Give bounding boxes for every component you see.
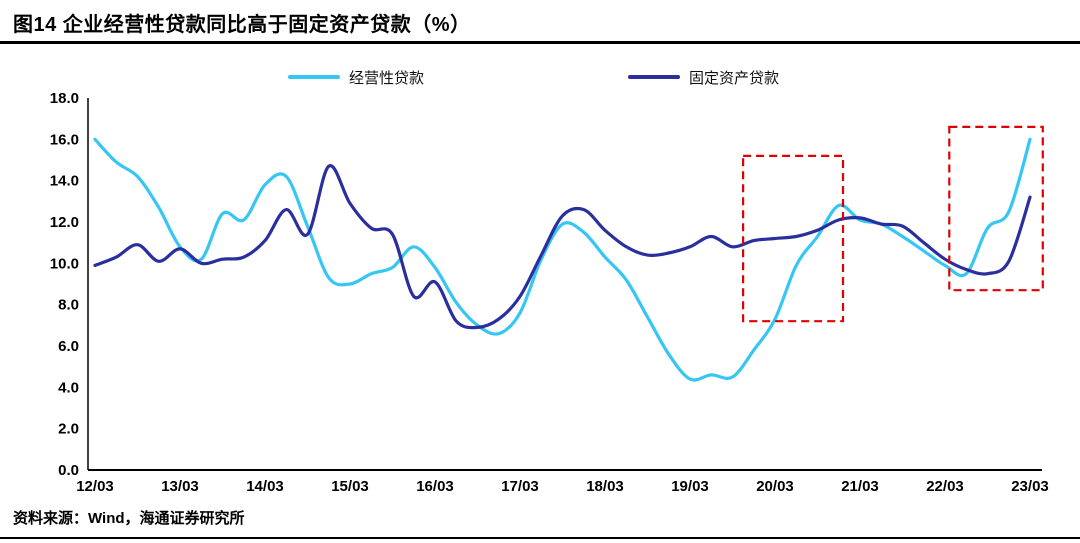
- legend-label-operating-loans: 经营性贷款: [349, 69, 425, 87]
- figure-title: 图14 企业经营性贷款同比高于固定资产贷款（%）: [13, 14, 471, 36]
- x-tick-label: 16/03: [416, 478, 454, 495]
- y-tick-label: 12.0: [50, 214, 79, 231]
- source-note: 资料来源：Wind，海通证券研究所: [13, 510, 245, 527]
- y-tick-label: 6.0: [58, 338, 79, 355]
- bottom-divider: [0, 537, 1080, 539]
- fixed-asset-loans-line-swatch: [628, 75, 680, 79]
- x-tick-label: 22/03: [926, 478, 964, 495]
- legend-item-operating-loans: 经营性贷款: [288, 68, 425, 87]
- x-tick-label: 15/03: [331, 478, 369, 495]
- x-tick-label: 18/03: [586, 478, 624, 495]
- x-tick-label: 20/03: [756, 478, 794, 495]
- y-tick-label: 16.0: [50, 131, 79, 148]
- x-tick-label: 17/03: [501, 478, 539, 495]
- y-tick-label: 4.0: [58, 379, 79, 396]
- y-tick-label: 0.0: [58, 462, 79, 479]
- x-tick-label: 13/03: [161, 478, 199, 495]
- highlight-box-0: [741, 154, 845, 323]
- operating-loans-line-swatch: [288, 75, 340, 79]
- legend-label-fixed-asset-loans: 固定资产贷款: [689, 69, 780, 87]
- y-tick-label: 10.0: [50, 255, 79, 272]
- title-divider: [0, 41, 1080, 44]
- legend-item-fixed-asset-loans: 固定资产贷款: [628, 68, 780, 87]
- x-tick-label: 12/03: [76, 478, 114, 495]
- y-tick-label: 2.0: [58, 421, 79, 438]
- x-tick-label: 23/03: [1011, 478, 1049, 495]
- highlight-box-1: [948, 125, 1044, 292]
- x-tick-label: 14/03: [246, 478, 284, 495]
- x-tick-label: 21/03: [841, 478, 879, 495]
- x-tick-label: 19/03: [671, 478, 709, 495]
- series-line-1: [93, 164, 1032, 330]
- y-tick-label: 18.0: [50, 90, 79, 107]
- y-tick-label: 8.0: [58, 297, 79, 314]
- y-tick-label: 14.0: [50, 173, 79, 190]
